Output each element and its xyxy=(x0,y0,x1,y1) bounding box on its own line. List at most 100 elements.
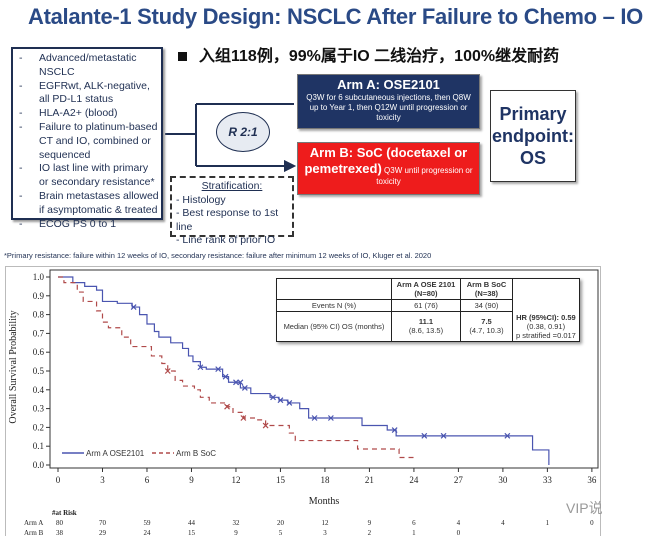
at-risk-value: 1 xyxy=(546,519,550,527)
stratification-box: Stratification: - Histology - Best respo… xyxy=(170,176,294,246)
arm-b-title: Arm B: SoC (docetaxel or pemetrexed) xyxy=(304,145,468,176)
at-risk-row-label: Arm A xyxy=(24,519,43,527)
at-risk-value: 12 xyxy=(321,519,329,527)
x-tick-label: 9 xyxy=(189,475,194,485)
criterion: HLA-A2+ (blood) xyxy=(19,107,159,121)
censor-mark xyxy=(391,427,398,433)
y-tick-label: 0.7 xyxy=(33,328,45,338)
at-risk-value: 32 xyxy=(232,519,240,527)
watermark: VIP说 xyxy=(566,500,603,516)
y-tick-label: 0.8 xyxy=(33,310,45,320)
at-risk-value: 9 xyxy=(234,529,238,536)
strat-item: - Line rank of prior IO xyxy=(176,234,276,246)
x-tick-label: 6 xyxy=(145,475,150,485)
y-tick-label: 0.5 xyxy=(33,366,45,376)
x-tick-label: 27 xyxy=(454,475,464,485)
x-tick-label: 3 xyxy=(100,475,105,485)
criterion: Advanced/metastatic NSCLC xyxy=(19,52,159,80)
survival-curve-arm-b xyxy=(58,276,417,459)
censor-mark xyxy=(130,304,137,311)
y-axis-label: Overall Survival Probability xyxy=(8,310,19,423)
col-arm-a: Arm A OSE 2101 (N=80) xyxy=(391,278,461,300)
at-risk-value: 38 xyxy=(56,529,64,536)
at-risk-row-label: Arm B xyxy=(24,529,44,536)
km-chart-frame xyxy=(5,266,601,536)
bullet-square-icon xyxy=(178,52,187,62)
x-axis-label: Months xyxy=(309,496,340,507)
at-risk-value: 4 xyxy=(457,519,461,527)
results-table: Arm A OSE 2101 (N=80) Arm B SoC (N=38) Ev… xyxy=(276,278,580,342)
y-tick-label: 0.3 xyxy=(33,404,45,414)
at-risk-value: 24 xyxy=(143,529,151,536)
stratification-heading: Stratification: xyxy=(201,180,263,192)
arm-a-title: Arm A: OSE2101 xyxy=(337,77,440,92)
x-tick-label: 15 xyxy=(276,475,286,485)
censor-mark xyxy=(440,432,447,439)
censor-mark xyxy=(327,415,334,421)
hazard-ratio: HR (95%CI): 0.59 (0.38, 0.91) p stratified… xyxy=(512,311,580,342)
median-b: 7.5 (4.7, 10.3) xyxy=(460,311,513,342)
criterion: Brain metastases allowed if asymptomatic… xyxy=(19,190,159,218)
y-tick-label: 0.9 xyxy=(33,291,45,301)
x-tick-label: 18 xyxy=(320,475,330,485)
criterion: ECOG PS 0 to 1 xyxy=(19,218,159,232)
censor-mark xyxy=(277,397,284,404)
events-b: 34 (90) xyxy=(460,299,513,312)
median-a: 11.1 (8.6, 13.5) xyxy=(391,311,461,342)
at-risk-value: 2 xyxy=(368,529,372,536)
at-risk-value: 0 xyxy=(590,519,594,527)
at-risk-value: 6 xyxy=(412,519,416,527)
x-tick-label: 12 xyxy=(231,475,240,485)
x-tick-label: 36 xyxy=(587,475,597,485)
slide-title: Atalante-1 Study Design: NSCLC After Fai… xyxy=(28,4,643,29)
legend-label: Arm A OSE2101 xyxy=(86,449,145,458)
censor-mark xyxy=(270,394,276,401)
cn-note-text: 入组118例，99%属于IO 二线治疗，100%继发耐药 xyxy=(199,48,560,65)
randomization-ellipse: R 2:1 xyxy=(216,112,270,152)
legend-label: Arm B SoC xyxy=(176,449,216,458)
flow-connectors xyxy=(165,103,660,260)
x-tick-label: 33 xyxy=(543,475,553,485)
events-a: 61 (76) xyxy=(391,299,461,312)
censor-mark xyxy=(286,400,293,406)
criterion: Failure to platinum-based CT and IO, com… xyxy=(19,121,159,162)
censor-mark xyxy=(164,368,171,374)
y-tick-label: 0.0 xyxy=(33,460,45,470)
col-arm-b: Arm B SoC (N=38) xyxy=(460,278,513,300)
at-risk-value: 59 xyxy=(143,519,151,527)
at-risk-value: 1 xyxy=(412,529,416,536)
y-tick-label: 0.4 xyxy=(33,385,45,395)
plot-area xyxy=(49,269,599,469)
km-chart: 0.00.10.20.30.40.50.60.70.80.91.00 3 6 9 12 1… xyxy=(8,269,599,536)
at-risk-value: 70 xyxy=(99,519,107,527)
censor-mark xyxy=(233,379,239,386)
censor-mark xyxy=(241,384,248,391)
events-label: Events N (%) xyxy=(276,299,392,312)
at-risk-value: 4 xyxy=(501,519,505,527)
arm-b-desc: Q3W until progression or toxicity xyxy=(376,166,473,186)
y-tick-label: 0.1 xyxy=(33,441,44,451)
censor-mark xyxy=(224,403,230,410)
x-tick-label: 0 xyxy=(56,475,61,485)
at-risk-value: 5 xyxy=(279,529,283,536)
at-risk-value: 44 xyxy=(188,519,196,527)
censor-mark xyxy=(504,432,511,439)
at-risk-value: 3 xyxy=(323,529,327,536)
at-risk-value: 15 xyxy=(188,529,196,536)
x-tick-label: 30 xyxy=(498,475,508,485)
at-risk-title: #at Risk xyxy=(52,509,77,517)
y-tick-label: 0.6 xyxy=(33,347,45,357)
y-tick-label: 0.2 xyxy=(33,422,44,432)
arm-a-box: Arm A: OSE2101 Q3W for 6 subcutaneous inj… xyxy=(297,74,480,129)
arm-a-desc: Q3W for 6 subcutaneous injections, then … xyxy=(306,93,471,122)
censor-mark xyxy=(262,422,269,429)
censor-mark xyxy=(421,432,428,439)
cn-note: 入组118例，99%属于IO 二线治疗，100%继发耐药 xyxy=(178,42,559,66)
at-risk-value: 29 xyxy=(99,529,107,536)
censor-mark xyxy=(240,415,247,421)
censor-mark xyxy=(222,373,229,380)
x-tick-label: 24 xyxy=(409,475,419,485)
criterion: IO last line with primary or secondary r… xyxy=(19,162,159,190)
strat-item: - Best response to 1st line xyxy=(176,207,279,233)
